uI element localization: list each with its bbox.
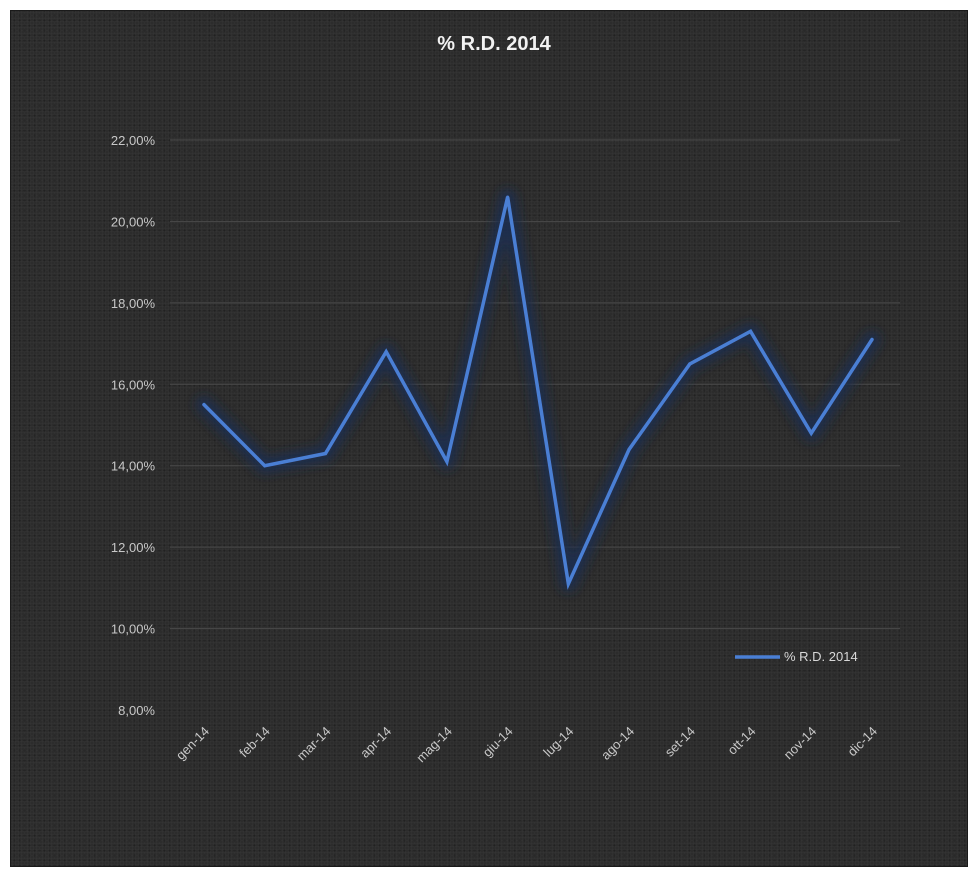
series-group: [196, 189, 880, 592]
y-tick-label: 22,00%: [111, 133, 156, 148]
data-point: [506, 195, 510, 199]
data-point: [627, 447, 631, 451]
y-tick-label: 16,00%: [111, 377, 156, 392]
legend-label: % R.D. 2014: [784, 649, 858, 664]
x-tick-label: gen-14: [173, 724, 212, 763]
data-point: [566, 582, 570, 586]
data-point: [749, 329, 753, 333]
data-point: [202, 403, 206, 407]
data-point: [688, 362, 692, 366]
x-tick-label: lug-14: [540, 724, 576, 760]
x-tick-label: mar-14: [294, 724, 334, 764]
x-tick-label: ott-14: [725, 724, 759, 758]
x-tick-label: set-14: [662, 724, 698, 760]
data-point: [445, 460, 449, 464]
x-tick-label: nov-14: [781, 724, 820, 763]
x-tick-label: giu-14: [480, 724, 516, 760]
x-tick-label: feb-14: [236, 724, 273, 761]
data-point: [809, 431, 813, 435]
x-tick-label: ago-14: [598, 724, 637, 763]
legend: % R.D. 2014: [735, 649, 858, 664]
y-axis-ticks: 8,00% 10,00% 12,00% 14,00% 16,00% 18,00% 20,00…: [111, 133, 156, 718]
y-tick-label: 14,00%: [111, 459, 156, 474]
y-tick-label: 10,00%: [111, 622, 156, 637]
x-tick-label: apr-14: [357, 724, 394, 761]
data-point: [870, 338, 874, 341]
y-tick-label: 8,00%: [118, 703, 155, 718]
x-tick-label: mag-14: [413, 724, 455, 766]
series-line: [202, 196, 874, 590]
data-point: [384, 350, 388, 354]
data-point: [263, 464, 267, 468]
y-tick-label: 20,00%: [111, 214, 156, 229]
x-tick-label: dic-14: [844, 724, 880, 760]
chart-title: % R.D. 2014: [437, 33, 551, 55]
x-axis-ticks: gen-14 feb-14 mar-14 apr-14 mag-14 giu-14 lug-…: [173, 724, 880, 766]
y-tick-label: 12,00%: [111, 540, 156, 555]
y-tick-label: 18,00%: [111, 296, 156, 311]
data-point: [323, 452, 327, 455]
